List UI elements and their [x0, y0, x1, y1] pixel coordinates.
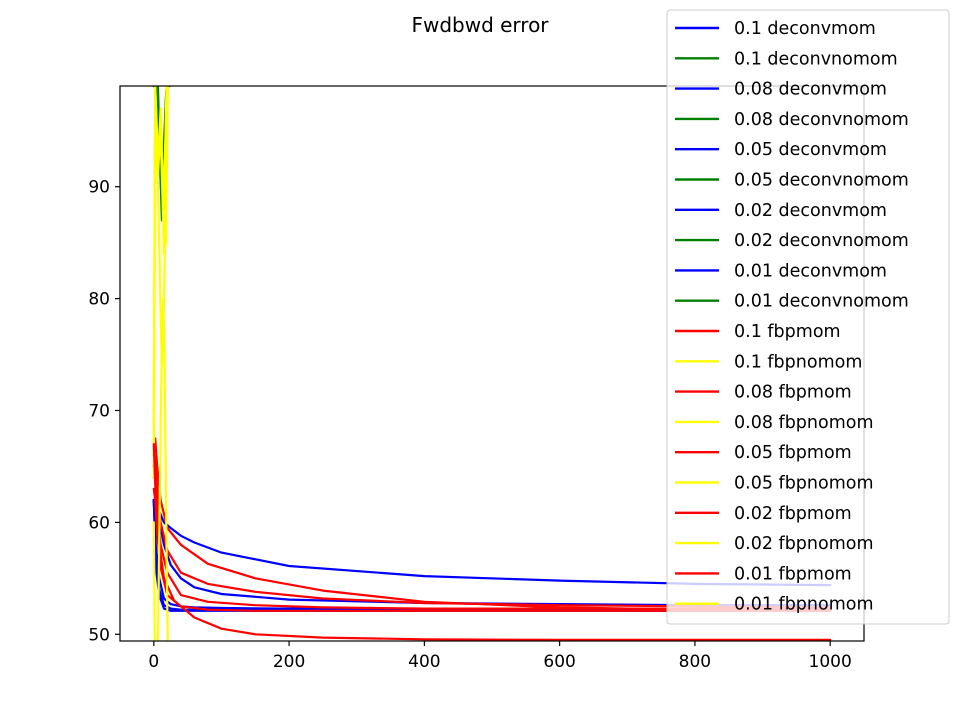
legend: 0.1 deconvmom 0.1 deconvnomom 0.08 deconvm…	[666, 9, 950, 625]
y-axis: 50 60 70 80 90	[88, 178, 120, 645]
x-tick-label: 0	[148, 652, 159, 672]
series-line-19	[152, 297, 169, 641]
series-line-16	[152, 487, 832, 612]
legend-label: 0.02 deconvnomom	[734, 231, 909, 251]
legend-label: 0.01 deconvnomom	[734, 292, 909, 312]
chart-title: Fwdbwd error	[411, 13, 549, 37]
y-tick-label: 70	[88, 401, 110, 421]
legend-label: 0.08 fbpnomom	[734, 413, 874, 433]
series-line-17	[152, 86, 169, 479]
legend-label: 0.05 fbpnomom	[734, 474, 874, 494]
y-tick-label: 80	[88, 290, 110, 310]
x-tick-label: 600	[543, 652, 575, 672]
series-layer	[152, 86, 832, 641]
x-tick-label: 800	[679, 652, 711, 672]
legend-label: 0.02 fbpnomom	[734, 534, 874, 554]
legend-label: 0.1 fbpmom	[734, 322, 841, 342]
x-tick-label: 200	[273, 652, 305, 672]
x-tick-label: 1000	[809, 652, 852, 672]
legend-label: 0.05 deconvmom	[734, 140, 887, 160]
series-line-10	[152, 437, 832, 612]
legend-box	[666, 9, 950, 625]
legend-label: 0.1 deconvnomom	[734, 49, 898, 69]
legend-label: 0.1 fbpnomom	[734, 352, 862, 372]
legend-label: 0.01 fbpmom	[734, 564, 852, 584]
legend-label: 0.05 deconvnomom	[734, 171, 909, 191]
x-axis: 0 200 400 600 800 1000	[148, 641, 852, 672]
legend-label: 0.02 fbpmom	[734, 504, 852, 524]
x-tick-label: 400	[408, 652, 440, 672]
y-tick-label: 90	[88, 178, 110, 198]
y-tick-label: 50	[88, 625, 110, 645]
legend-label: 0.1 deconvmom	[734, 19, 876, 39]
series-line-12	[152, 454, 832, 609]
legend-label: 0.08 deconvnomom	[734, 110, 909, 130]
y-tick-label: 60	[88, 513, 110, 533]
legend-label: 0.08 fbpmom	[734, 383, 852, 403]
legend-label: 0.01 deconvmom	[734, 261, 887, 281]
legend-label: 0.08 deconvmom	[734, 80, 887, 100]
legend-label: 0.05 fbpmom	[734, 443, 852, 463]
legend-label: 0.01 fbpnomom	[734, 595, 874, 615]
legend-label: 0.02 deconvmom	[734, 201, 887, 221]
